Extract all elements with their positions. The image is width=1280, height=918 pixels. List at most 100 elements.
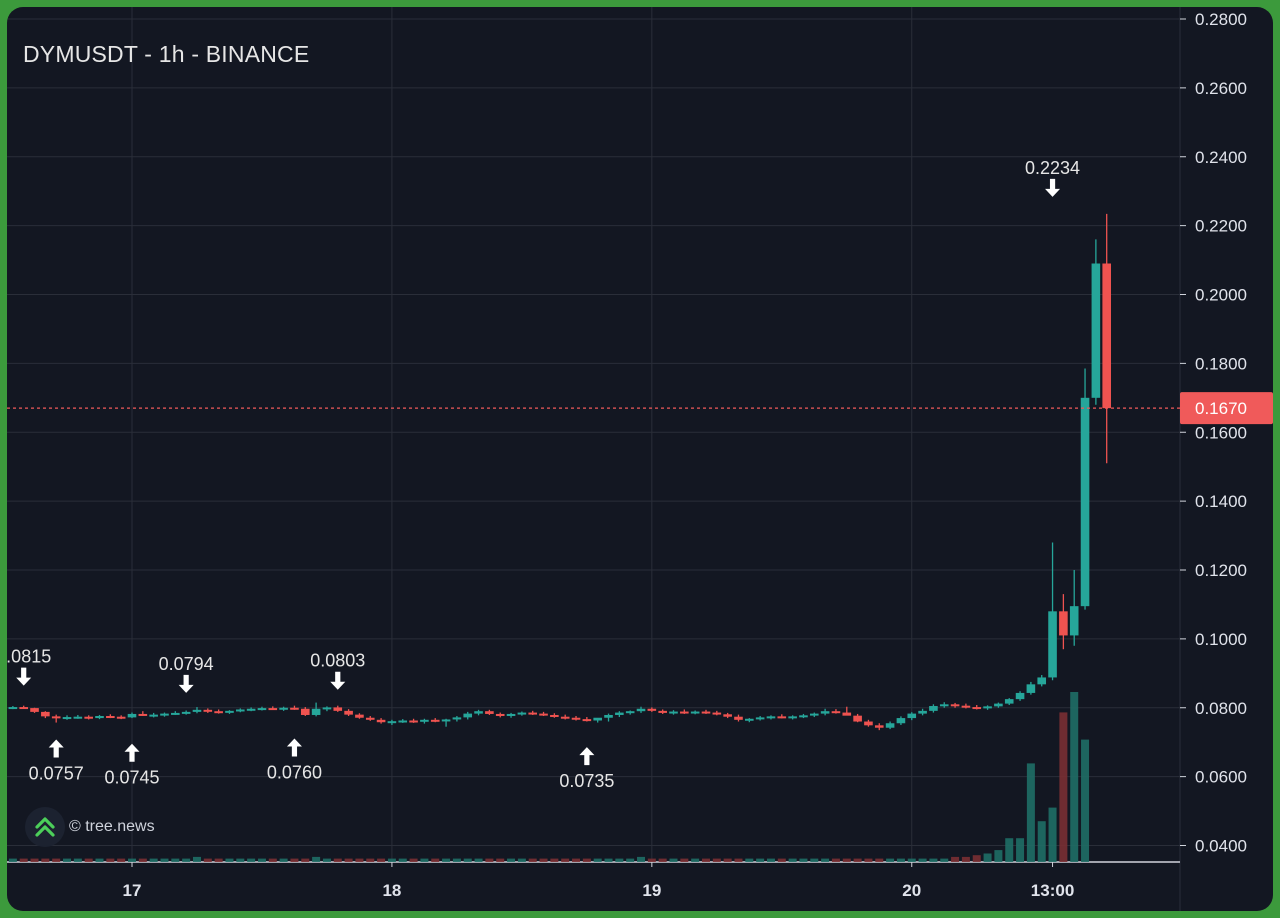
candle-body xyxy=(376,719,386,723)
volume-bar xyxy=(398,858,407,862)
candlestick-chart[interactable]: 0.2800 0.2600 0.2400 0.2200 0.2000 0.1800 0.16… xyxy=(7,7,1273,911)
candle-body xyxy=(322,707,332,710)
candle-body xyxy=(225,710,234,713)
volume-bar xyxy=(647,858,656,862)
candle-body xyxy=(669,711,678,714)
watermark: © tree.news xyxy=(25,807,155,847)
candle-body xyxy=(929,706,938,711)
volume-bar xyxy=(604,858,613,862)
volume-bar xyxy=(106,858,115,862)
candle-body xyxy=(1004,699,1014,704)
candle-body xyxy=(160,713,169,716)
candle-body xyxy=(842,712,852,716)
candle-body xyxy=(723,714,732,717)
candle-body xyxy=(41,711,50,717)
volume-bar xyxy=(344,858,353,862)
volume-bar xyxy=(442,858,451,862)
volume-bar xyxy=(41,858,50,862)
candle-body xyxy=(864,721,873,726)
candle-body xyxy=(734,716,743,720)
candle-body xyxy=(777,716,787,719)
chart-title: DYMUSDT - 1h - BINANCE xyxy=(23,41,310,67)
candle-body xyxy=(171,712,180,715)
candle-body xyxy=(701,711,711,714)
candle-body xyxy=(1080,397,1090,607)
low-arrow-icon xyxy=(579,747,595,766)
candle-body xyxy=(604,714,613,718)
candle-body xyxy=(106,716,115,719)
y-tick-label: 0.1200 xyxy=(1195,561,1247,580)
volume-bar xyxy=(30,858,39,862)
volume-bar xyxy=(799,858,808,862)
candle-body xyxy=(214,711,223,714)
candle-body xyxy=(853,715,862,722)
candle-body xyxy=(745,718,754,721)
candle-body xyxy=(539,713,548,716)
candle-body xyxy=(831,711,841,714)
annotation-label: 0.0760 xyxy=(267,763,322,783)
volume-bar xyxy=(550,858,559,862)
volume-bar xyxy=(160,858,169,862)
candle-body xyxy=(1037,677,1047,685)
candle-body xyxy=(1048,611,1057,678)
high-arrow-icon xyxy=(1045,178,1061,197)
candle-body xyxy=(138,713,148,716)
candle-body xyxy=(1059,611,1068,636)
candle-body xyxy=(311,708,321,715)
volume-bar xyxy=(1081,739,1090,862)
volume-bar xyxy=(8,858,17,862)
volume-bar xyxy=(73,858,82,862)
volume-bar xyxy=(192,856,201,862)
volume-bar xyxy=(929,858,938,862)
volume-bar xyxy=(951,856,960,862)
high-arrow-icon xyxy=(16,667,32,686)
annotation-label: 0.0745 xyxy=(104,768,159,788)
chart-frame: 0.2800 0.2600 0.2400 0.2200 0.2000 0.1800 0.16… xyxy=(7,7,1273,911)
volume-bar xyxy=(875,858,884,862)
volume-bar xyxy=(961,856,970,862)
candle-body xyxy=(582,719,592,722)
volume-bar xyxy=(712,858,721,862)
y-tick-label: 0.2800 xyxy=(1195,10,1247,29)
volume-bar xyxy=(766,858,775,862)
candle-body xyxy=(127,713,137,718)
candle-body xyxy=(495,713,505,717)
volume-bar xyxy=(322,858,331,862)
y-tick-label: 0.1000 xyxy=(1195,630,1247,649)
volume-bar xyxy=(528,858,537,862)
volume-bar xyxy=(539,858,548,862)
candle-body xyxy=(1091,263,1101,398)
candle-body xyxy=(95,716,104,719)
volume-bar xyxy=(831,858,840,862)
candle-body xyxy=(615,712,624,715)
candle-body xyxy=(918,710,927,714)
candle-body xyxy=(636,708,646,712)
candle-body xyxy=(365,717,375,720)
candle-body xyxy=(755,717,765,720)
candle-body xyxy=(939,704,949,707)
annotation-label: 0.0815 xyxy=(7,647,51,667)
volume-bar xyxy=(333,858,342,862)
candle-body xyxy=(896,718,906,724)
volume-bar xyxy=(171,858,180,862)
candle-body xyxy=(680,711,689,714)
current-price-tag xyxy=(1180,392,1273,425)
y-tick-label: 0.2200 xyxy=(1195,217,1247,236)
volume-bar xyxy=(734,858,743,862)
volume-bar xyxy=(431,858,440,862)
candle-body xyxy=(290,707,299,710)
volume-bar xyxy=(626,858,635,862)
volume-bar xyxy=(615,858,624,862)
volume-bar xyxy=(788,858,797,862)
candle-body xyxy=(571,717,581,720)
volume-bar xyxy=(582,858,591,862)
volume-bar xyxy=(756,858,765,862)
volume-bar xyxy=(19,858,28,862)
annotation-label: 0.0735 xyxy=(559,771,614,791)
watermark-text: © tree.news xyxy=(69,818,155,835)
volume-bar xyxy=(84,858,93,862)
candle-body xyxy=(560,716,570,719)
volume-bar xyxy=(1037,821,1046,862)
candle-body xyxy=(149,714,158,717)
candle-body xyxy=(420,719,429,722)
